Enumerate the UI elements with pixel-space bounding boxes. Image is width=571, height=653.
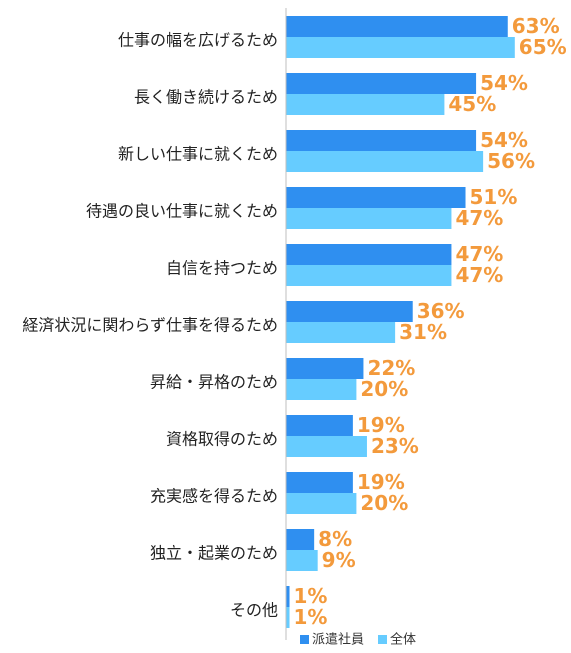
data-label: 36% [417,299,465,323]
bar-zentai [286,436,367,457]
data-label: 56% [487,149,535,173]
data-label: 19% [357,470,405,494]
bar-haken-shain [286,415,353,436]
data-label: 47% [455,242,503,266]
data-label: 9% [322,548,356,572]
category-label: 自信を持つため [166,259,278,278]
bars-group [286,16,515,628]
legend-swatch [300,635,309,644]
category-label: 充実感を得るため [150,487,278,506]
data-label: 22% [367,356,415,380]
data-label: 31% [399,320,447,344]
data-label: 20% [360,377,408,401]
category-label: 待遇の良い仕事に就くため [86,202,278,221]
bar-haken-shain [286,130,477,151]
data-label: 19% [357,413,405,437]
category-label: 資格取得のため [166,430,278,449]
legend-label: 全体 [390,632,416,648]
data-label: 54% [480,128,528,152]
category-label: 経済状況に関わらず仕事を得るため [22,316,278,335]
data-label: 1% [294,584,328,608]
data-label: 23% [371,434,419,458]
data-label: 45% [448,92,496,116]
bar-zentai [286,208,452,229]
bar-haken-shain [286,16,508,37]
data-label: 1% [294,605,328,629]
category-label: 長く働き続けるため [134,88,278,107]
bar-haken-shain [286,301,413,322]
data-label: 51% [470,185,518,209]
bar-zentai [286,550,318,571]
data-label: 54% [480,71,528,95]
category-label: 新しい仕事に就くため [118,145,278,164]
bar-zentai [286,493,357,514]
value-labels-group: 63%65%54%45%54%56%51%47%47%47%36%31%22%2… [294,14,567,629]
bar-haken-shain [286,73,477,94]
bar-zentai [286,265,452,286]
data-label: 8% [318,527,352,551]
category-label: その他 [230,601,278,620]
bar-haken-shain [286,358,364,379]
bar-zentai [286,607,290,628]
category-label: 仕事の幅を広げるため [118,31,278,50]
bar-zentai [286,37,515,58]
data-label: 20% [360,491,408,515]
category-label: 独立・起業のため [150,544,278,563]
data-label: 47% [455,206,503,230]
bar-haken-shain [286,472,353,493]
bar-zentai [286,379,357,400]
legend-label: 派遣社員 [312,632,364,648]
category-labels-group: 仕事の幅を広げるため長く働き続けるため新しい仕事に就くため待遇の良い仕事に就くた… [22,31,278,620]
data-label: 65% [519,35,567,59]
bar-haken-shain [286,244,452,265]
legend: 派遣社員 全体 [300,632,416,648]
bar-haken-shain [286,586,290,607]
category-label: 昇給・昇格のため [150,373,278,392]
bar-zentai [286,151,484,172]
bar-zentai [286,94,445,115]
data-label: 47% [455,263,503,287]
bar-haken-shain [286,529,315,550]
data-label: 63% [512,14,560,38]
legend-swatch [378,635,387,644]
bar-haken-shain [286,187,466,208]
bar-zentai [286,322,396,343]
